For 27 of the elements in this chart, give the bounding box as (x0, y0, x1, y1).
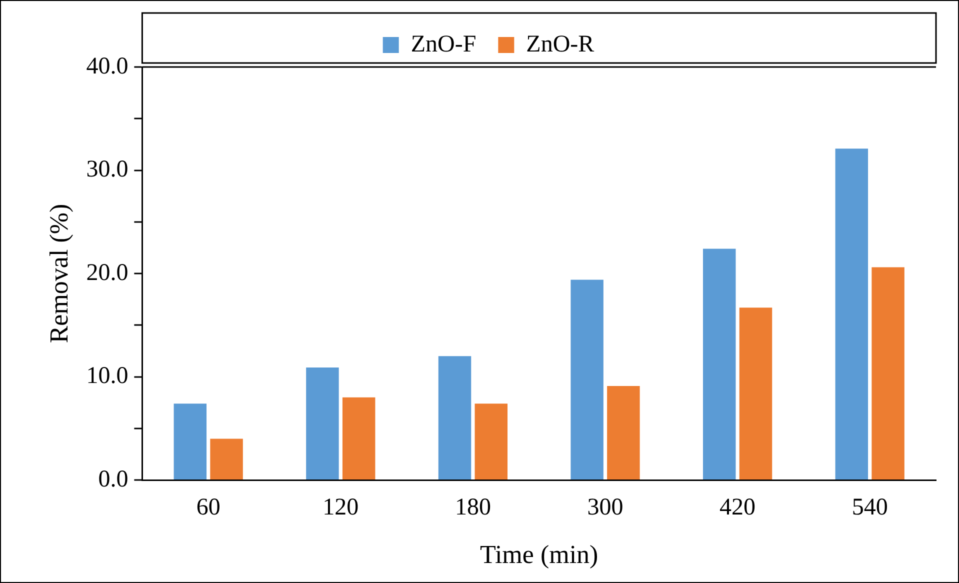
bar (342, 397, 376, 480)
x-tick-label: 540 (852, 494, 888, 521)
bar (438, 356, 472, 480)
legend-label: ZnO-F (410, 31, 476, 58)
x-tick-label: 420 (720, 494, 756, 521)
y-tick-label: 30.0 (86, 156, 128, 183)
bar (739, 308, 772, 480)
x-axis-title: Time (min) (480, 540, 598, 570)
bar (570, 280, 604, 480)
x-tick-label: 300 (587, 494, 624, 521)
x-tick-label: 60 (196, 494, 220, 521)
y-tick-label: 40.0 (86, 53, 128, 80)
bar (872, 267, 904, 480)
bar (306, 367, 339, 480)
x-tick-label: 120 (322, 494, 359, 521)
y-tick-label: 0.0 (98, 466, 128, 492)
bar (210, 438, 243, 480)
y-tick-label: 10.0 (86, 363, 128, 390)
bar (474, 404, 508, 480)
legend-label: ZnO-R (526, 31, 594, 58)
bar (835, 148, 868, 480)
x-tick-label: 180 (454, 494, 491, 521)
bar (702, 248, 736, 480)
y-tick-label: 20.0 (86, 260, 128, 286)
y-axis-title: Removal (%) (44, 204, 74, 344)
bar (174, 404, 207, 480)
bar (607, 386, 640, 480)
